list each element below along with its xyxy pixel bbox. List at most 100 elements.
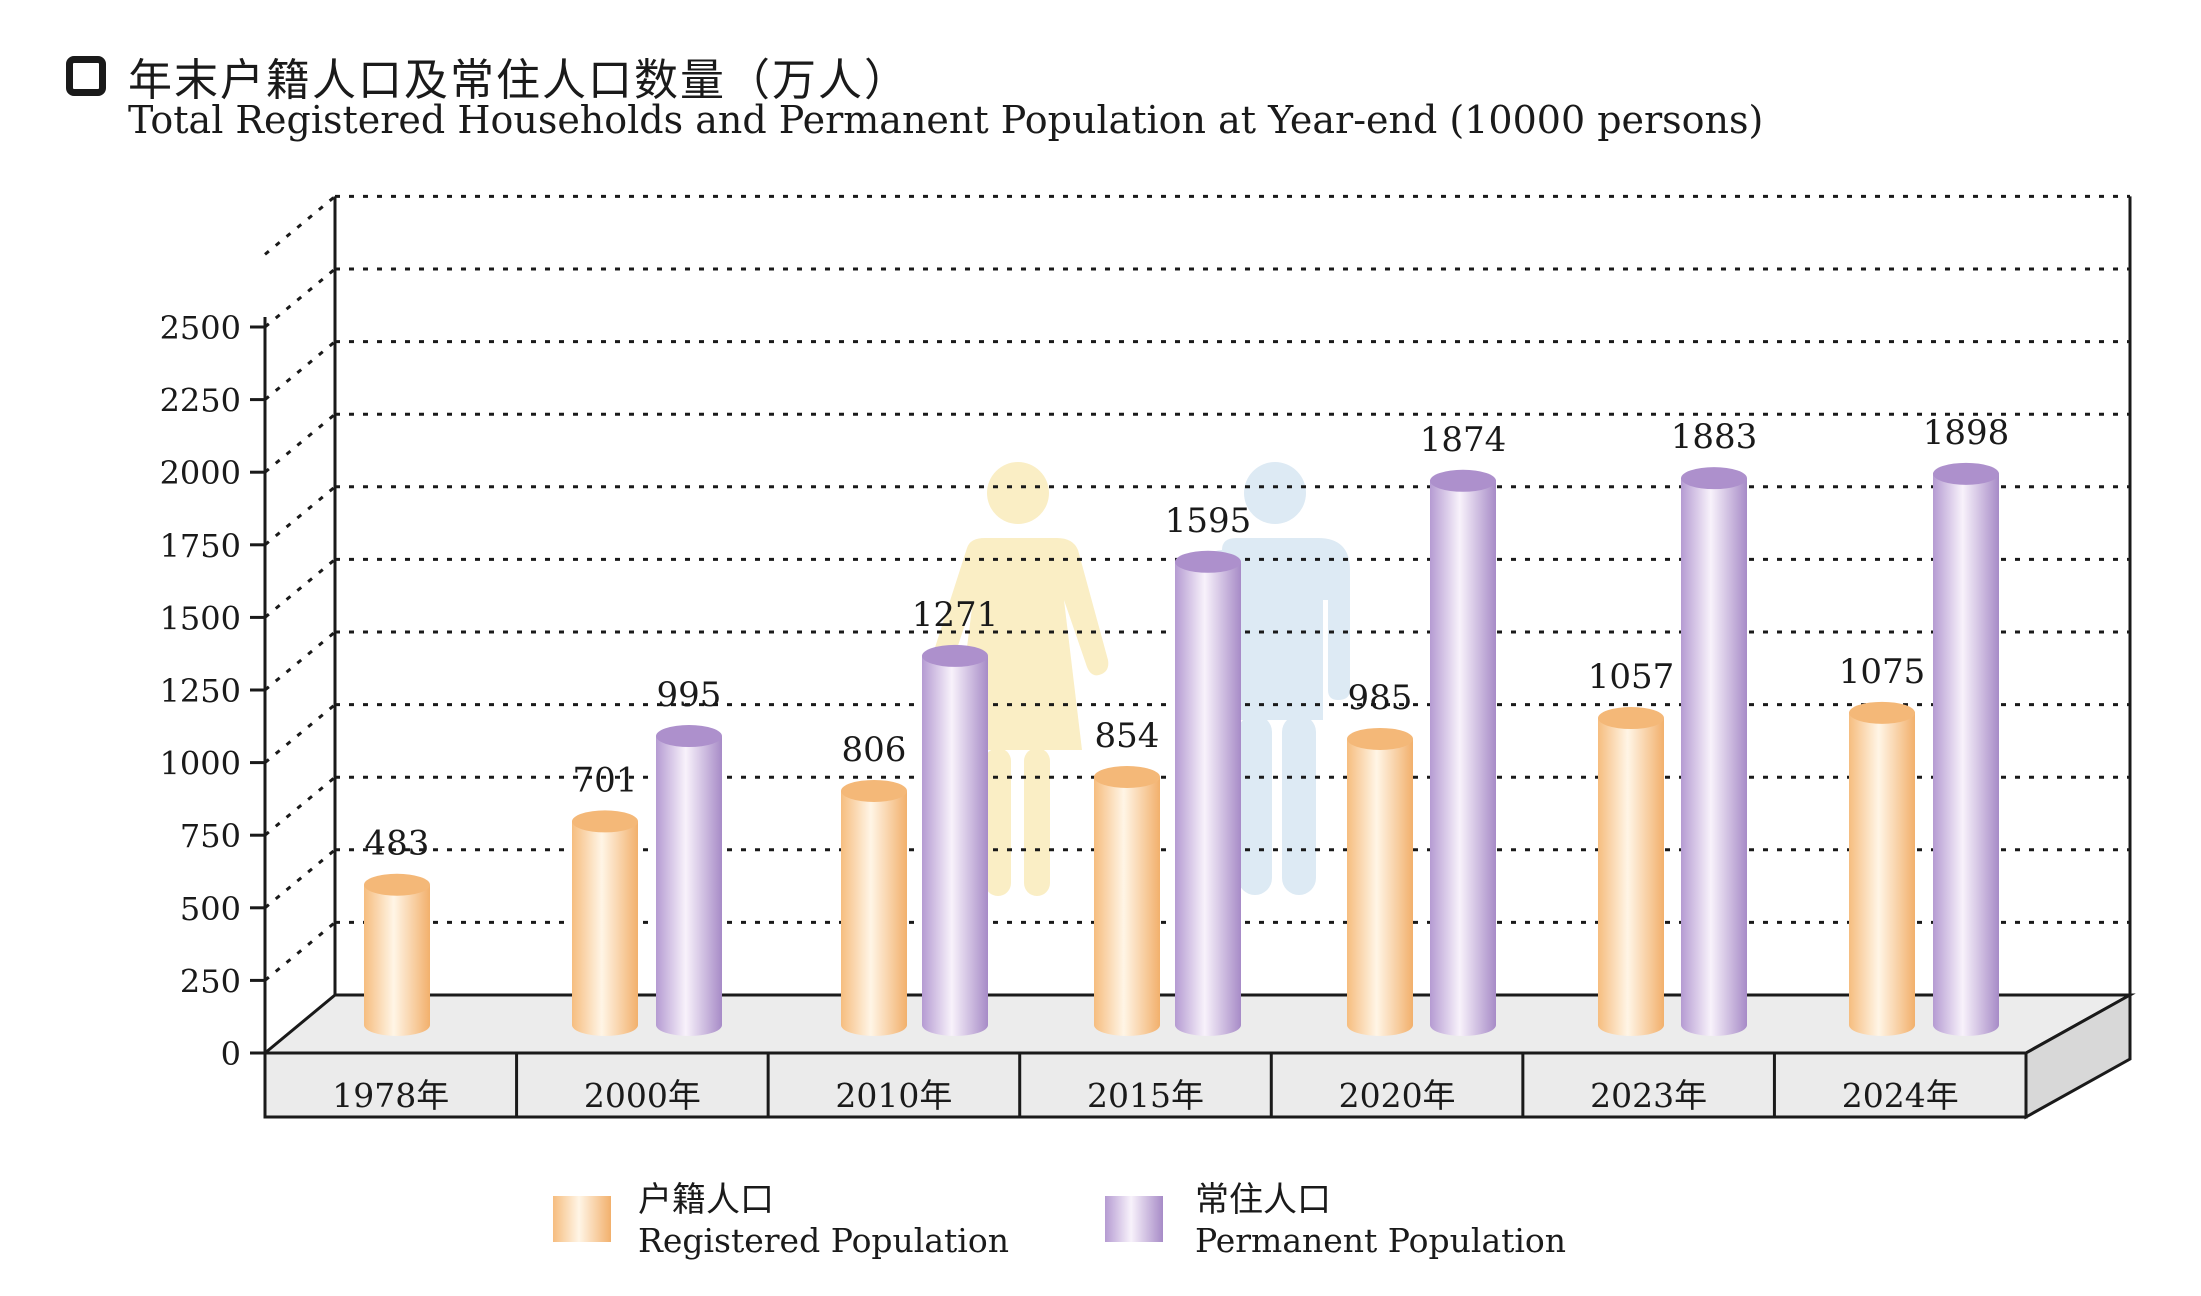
man-figure-body (1206, 538, 1350, 720)
bar-registered-top (1094, 765, 1160, 788)
bar-permanent-body (1430, 480, 1496, 1036)
floor-side (2024, 992, 2132, 1120)
chart-title-english: Total Registered Households and Permanen… (128, 98, 1764, 142)
y-tick-label: 1500 (160, 599, 241, 637)
bar-registered-top (364, 873, 430, 896)
data-label-registered: 985 (1348, 678, 1413, 718)
y-tick-label: 0 (221, 1035, 241, 1073)
y-tick-label: 2000 (160, 454, 241, 492)
y-tick-label: 2250 (160, 382, 241, 420)
y-tick-label: 1250 (160, 672, 241, 710)
category-label: 2000年 (584, 1076, 701, 1115)
bar-registered-top (1347, 727, 1413, 750)
data-label-registered: 1057 (1588, 657, 1675, 697)
y-tick-label: 2500 (160, 309, 241, 347)
bar-registered (572, 810, 638, 1036)
category-label: 2010年 (835, 1076, 952, 1115)
bar-permanent-top (1933, 462, 1999, 485)
woman-figure-head (987, 462, 1049, 524)
bar-registered-top (1598, 707, 1664, 730)
legend-label-registered-english: Registered Population (638, 1221, 1009, 1260)
gridline-diagonal (264, 848, 336, 909)
data-label-registered: 483 (365, 824, 430, 864)
gridline-diagonal (264, 703, 336, 764)
gridline-diagonal (264, 776, 336, 837)
woman-figure-leg (985, 748, 1011, 896)
bar-registered (1598, 707, 1664, 1036)
category-label: 2023年 (1590, 1076, 1707, 1115)
gridline-diagonal (264, 413, 336, 474)
gridline-diagonal (264, 195, 336, 256)
bar-permanent-body (922, 655, 988, 1036)
data-label-permanent: 995 (657, 675, 722, 715)
bar-permanent (1430, 469, 1496, 1036)
bar-registered-body (1598, 718, 1664, 1036)
bar-permanent (1175, 550, 1241, 1036)
bar-registered-top (841, 779, 907, 802)
bar-registered-body (1347, 738, 1413, 1036)
legend-label-permanent-chinese: 常住人口 (1195, 1180, 1331, 1220)
y-tick-label: 250 (180, 962, 241, 1000)
data-label-registered: 854 (1095, 716, 1160, 756)
data-label-permanent: 1898 (1923, 413, 2010, 453)
bar-registered (1849, 701, 1915, 1036)
bar-permanent (1681, 467, 1747, 1037)
y-tick-label: 750 (180, 817, 241, 855)
floor-front (263, 1051, 2028, 1119)
chart-title-chinese: 年末户籍人口及常住人口数量（万人） (128, 55, 910, 106)
bar-permanent (656, 725, 722, 1036)
bar-permanent-top (656, 725, 722, 748)
man-figure-leg (1282, 715, 1316, 895)
legend-swatch-registered (553, 1196, 611, 1242)
bar-registered-top (1849, 701, 1915, 724)
gridline-diagonal (264, 921, 336, 982)
bar-registered (1347, 727, 1413, 1036)
bar-permanent-body (1933, 473, 1999, 1036)
bar-permanent (922, 644, 988, 1036)
bar-registered-body (841, 790, 907, 1036)
data-labels: 483 701 995 806 1271 854 1595 985 1874 1057 1883 10… (365, 413, 2010, 864)
gridline-diagonal (264, 267, 336, 329)
bar-permanent-body (1681, 478, 1747, 1037)
data-label-permanent: 1883 (1671, 417, 1758, 457)
title-square-icon (66, 56, 106, 96)
bar-registered (841, 779, 907, 1036)
bar-registered-top (572, 810, 638, 833)
data-label-registered: 701 (573, 760, 638, 800)
bar-permanent-body (1175, 561, 1241, 1036)
man-figure-head (1244, 462, 1306, 524)
legend-label-permanent-english: Permanent Population (1195, 1221, 1567, 1260)
legend-label-registered-chinese: 户籍人口 (638, 1180, 774, 1220)
bar-permanent-top (1430, 469, 1496, 492)
data-label-permanent: 1595 (1165, 501, 1252, 541)
y-tick-label: 1000 (160, 745, 241, 783)
bar-permanent (1933, 462, 1999, 1036)
bar-registered (1094, 765, 1160, 1036)
bar-permanent-top (1681, 467, 1747, 490)
gridline-diagonal (264, 630, 336, 692)
data-label-registered: 1075 (1839, 652, 1926, 692)
bar-registered-body (1094, 776, 1160, 1036)
bar-registered (364, 873, 430, 1036)
bar-registered-body (1849, 712, 1915, 1036)
legend-swatch-permanent (1105, 1196, 1163, 1242)
y-tick-label: 500 (180, 890, 241, 928)
data-label-permanent: 1271 (912, 595, 999, 635)
bar-permanent-body (656, 736, 722, 1036)
gridline-diagonal (264, 340, 336, 401)
bar-permanent-top (922, 644, 988, 667)
bar-registered-body (572, 821, 638, 1036)
man-figure-leg (1238, 715, 1272, 895)
category-label: 2020年 (1339, 1076, 1456, 1115)
bar-permanent-top (1175, 550, 1241, 573)
category-label: 2024年 (1842, 1076, 1959, 1115)
gridline-diagonal (264, 558, 336, 619)
data-label-permanent: 1874 (1420, 420, 1507, 460)
gridline-diagonal (264, 485, 336, 546)
y-tick-label: 1750 (160, 527, 241, 565)
bar-registered-body (364, 884, 430, 1036)
woman-figure-leg (1024, 748, 1050, 896)
category-label: 2015年 (1087, 1076, 1204, 1115)
data-label-registered: 806 (842, 730, 907, 770)
